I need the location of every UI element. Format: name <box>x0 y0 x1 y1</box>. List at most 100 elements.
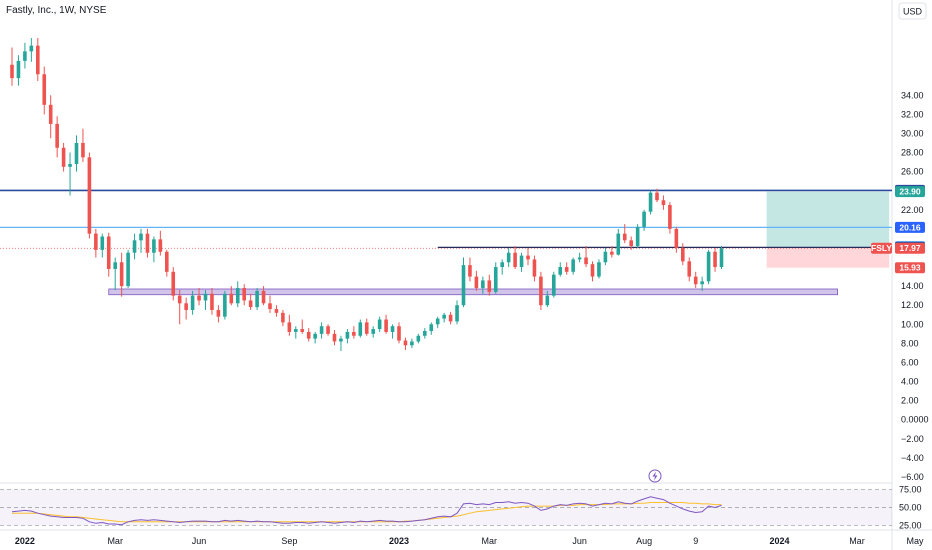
candle[interactable] <box>306 328 311 342</box>
candle[interactable] <box>248 293 253 310</box>
candle[interactable] <box>564 262 569 275</box>
candle[interactable] <box>629 236 633 250</box>
candle[interactable] <box>539 271 543 310</box>
candle[interactable] <box>190 290 195 315</box>
candle[interactable] <box>622 224 627 244</box>
candle[interactable] <box>223 290 227 320</box>
lightning-icon[interactable] <box>648 469 662 483</box>
candle[interactable] <box>10 47 14 86</box>
candle[interactable] <box>229 286 234 306</box>
candle[interactable] <box>397 322 401 344</box>
candle[interactable] <box>23 42 27 69</box>
candle[interactable] <box>429 322 434 335</box>
candle[interactable] <box>132 233 137 260</box>
candle[interactable] <box>274 305 279 317</box>
candle[interactable] <box>165 249 169 277</box>
candle[interactable] <box>177 289 182 325</box>
candle[interactable] <box>235 281 240 308</box>
candle[interactable] <box>210 288 214 315</box>
candle[interactable] <box>203 289 208 310</box>
symbol-tag[interactable]: FSLY <box>871 242 892 254</box>
candle[interactable] <box>42 66 47 115</box>
candle[interactable] <box>319 322 324 339</box>
candle[interactable] <box>313 331 317 344</box>
candle[interactable] <box>655 188 659 203</box>
price-badge[interactable]: 15.93 <box>895 262 925 274</box>
candle[interactable] <box>448 311 453 325</box>
candle[interactable] <box>635 224 640 248</box>
candle[interactable] <box>94 228 98 258</box>
candle[interactable] <box>493 262 498 294</box>
candle[interactable] <box>113 257 117 290</box>
candle[interactable] <box>61 142 66 172</box>
candle[interactable] <box>423 328 427 339</box>
candle[interactable] <box>597 259 601 279</box>
candle[interactable] <box>590 261 595 282</box>
candle[interactable] <box>577 252 582 263</box>
candle[interactable] <box>242 284 246 306</box>
candle[interactable] <box>390 324 395 339</box>
candle[interactable] <box>358 319 363 338</box>
target-zone[interactable] <box>766 191 890 248</box>
candle[interactable] <box>700 276 704 291</box>
candle[interactable] <box>29 38 34 62</box>
candle[interactable] <box>519 252 524 272</box>
candle[interactable] <box>455 300 459 325</box>
candle[interactable] <box>145 228 150 258</box>
candle[interactable] <box>410 338 414 349</box>
candle[interactable] <box>693 271 698 289</box>
candle[interactable] <box>371 326 375 338</box>
candle[interactable] <box>668 202 672 234</box>
candle[interactable] <box>468 257 472 282</box>
candle[interactable] <box>661 195 666 210</box>
candle[interactable] <box>545 290 550 308</box>
candle[interactable] <box>500 259 504 275</box>
candle[interactable] <box>300 319 305 334</box>
candle[interactable] <box>294 326 298 339</box>
candle[interactable] <box>268 295 272 313</box>
candle[interactable] <box>139 228 143 253</box>
candle[interactable] <box>332 330 337 346</box>
candle[interactable] <box>106 232 111 277</box>
candle[interactable] <box>74 135 79 172</box>
candle[interactable] <box>435 316 440 329</box>
candle[interactable] <box>184 297 188 320</box>
candle[interactable] <box>713 247 717 272</box>
candle[interactable] <box>461 257 466 308</box>
candle[interactable] <box>642 209 646 231</box>
candle[interactable] <box>687 257 692 282</box>
support-zone[interactable] <box>108 288 838 296</box>
candle[interactable] <box>416 333 421 344</box>
rsi-line[interactable] <box>11 496 722 526</box>
candle[interactable] <box>281 309 285 327</box>
candle[interactable] <box>481 276 485 294</box>
candle[interactable] <box>513 246 517 269</box>
candle[interactable] <box>364 318 369 336</box>
candle[interactable] <box>55 116 59 158</box>
candle[interactable] <box>326 324 330 336</box>
candle[interactable] <box>352 326 356 339</box>
candle[interactable] <box>552 271 556 298</box>
candle[interactable] <box>68 152 72 196</box>
candle[interactable] <box>87 152 92 239</box>
candle[interactable] <box>81 128 85 163</box>
candle[interactable] <box>719 246 724 269</box>
candle[interactable] <box>584 246 588 268</box>
price-badge[interactable]: 20.16 <box>895 221 925 233</box>
candle[interactable] <box>377 316 382 332</box>
candle[interactable] <box>171 267 176 301</box>
candle[interactable] <box>648 190 653 215</box>
candle[interactable] <box>287 314 292 336</box>
candle[interactable] <box>681 243 685 266</box>
candle[interactable] <box>119 252 124 297</box>
candle[interactable] <box>345 329 350 344</box>
candle[interactable] <box>532 255 537 282</box>
candle[interactable] <box>339 335 343 352</box>
candle[interactable] <box>616 228 621 256</box>
candle[interactable] <box>152 236 156 263</box>
candle[interactable] <box>255 288 259 310</box>
candle[interactable] <box>48 95 53 139</box>
candle[interactable] <box>384 314 388 334</box>
candle[interactable] <box>474 270 479 291</box>
